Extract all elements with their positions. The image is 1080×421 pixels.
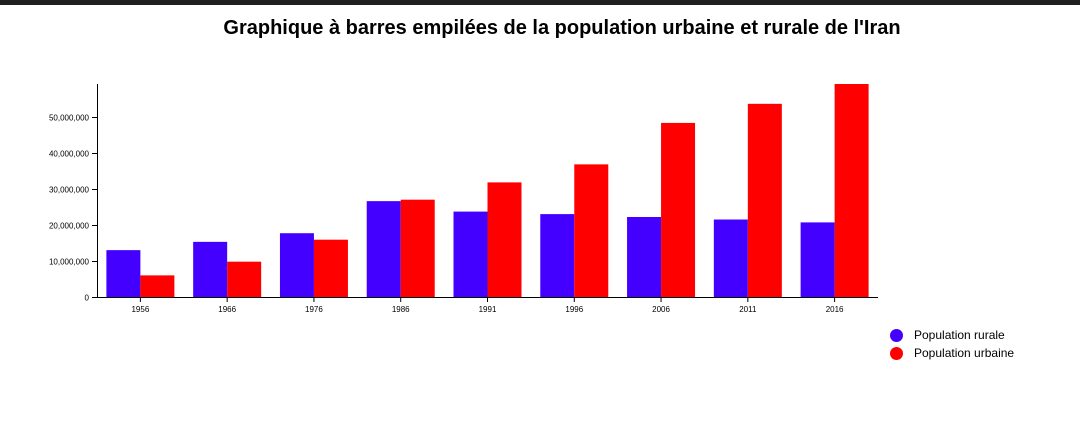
bar-urban [140,275,175,297]
bar-rural [540,214,575,297]
legend-swatch-urban [890,346,903,360]
chart-title: Graphique à barres empilées de la popula… [223,17,901,39]
bar-urban [834,84,869,297]
x-tick-label: 2016 [826,305,844,314]
bar-urban [747,103,782,298]
y-tick-label: 30,000,000 [49,186,90,195]
y-tick-label: 50,000,000 [49,114,90,123]
legend-swatch-rural [890,328,903,342]
x-tick-label: 1976 [305,305,323,314]
x-tick-label: 1996 [565,305,583,314]
x-tick-label: 1986 [392,305,410,314]
x-axis: 1956 1966 1976 1986 1991 1996 2006 2011 2016 [97,297,878,314]
x-tick-label: 1956 [131,305,149,314]
window-top-strip [0,0,1080,5]
y-tick-label: 20,000,000 [49,222,90,231]
bar-urban [400,199,435,297]
bar-urban [574,164,609,297]
y-tick-label: 0 [85,294,90,303]
bar-rural [193,241,228,297]
bar-rural [106,250,141,297]
bar-rural [800,222,835,297]
bar-rural [713,219,748,297]
legend-label-rural: Population rurale [914,328,1005,342]
x-tick-label: 1991 [479,305,497,314]
x-tick-label: 2011 [739,305,757,314]
bar-rural [627,216,662,297]
bar-rural [453,211,488,297]
legend-label-urban: Population urbaine [914,346,1015,360]
legend: Population rurale Population urbaine [890,326,1014,362]
bar-urban [661,122,696,297]
y-axis: 0 10,000,000 20,000,000 30,000,000 40,000,00… [49,84,98,303]
bar-rural [366,201,401,297]
legend-item-rural: Population rurale [890,326,1014,344]
y-tick-label: 10,000,000 [49,258,90,267]
y-tick-label: 40,000,000 [49,150,90,159]
bar-rural [279,233,314,297]
legend-item-urban: Population urbaine [890,344,1014,362]
bars [106,84,869,298]
x-tick-label: 1966 [218,305,236,314]
x-tick-label: 2006 [652,305,670,314]
bar-urban [227,261,262,297]
bar-urban [487,182,522,297]
bar-urban [313,239,348,297]
